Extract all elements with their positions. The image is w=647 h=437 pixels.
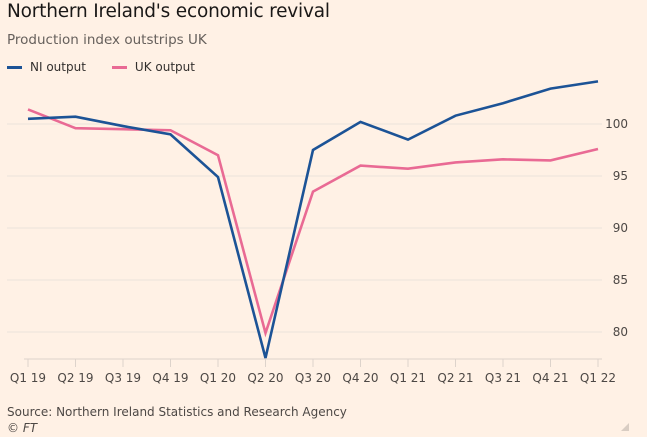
legend-swatch-ni (7, 65, 22, 69)
legend-item-ni: NI output (7, 60, 86, 74)
y-axis: 80 85 90 95 100 (605, 117, 628, 339)
y-tick-label-100: 100 (605, 117, 628, 131)
series-line-uk-output (27, 108, 599, 338)
x-tick-label: Q1 20 (200, 371, 236, 385)
x-tick-label: Q2 19 (57, 371, 93, 385)
gridlines (7, 123, 602, 333)
legend-item-uk: UK output (111, 60, 195, 74)
x-tick-label: Q3 21 (485, 371, 521, 385)
x-axis: Q1 19 Q2 19 Q3 19 Q4 19 Q1 20 Q2 20 Q3 20 Q4 20… (10, 358, 616, 385)
resize-grip-icon[interactable] (621, 423, 629, 431)
y-tick-label-85: 85 (613, 273, 628, 287)
x-tick-label: Q4 19 (152, 371, 188, 385)
chart-title: Northern Ireland's economic revival (7, 1, 330, 22)
series-line-ni-output (27, 80, 599, 359)
legend: NI output UK output (7, 60, 195, 74)
legend-label-ni: NI output (30, 60, 86, 74)
x-tick-label: Q3 19 (105, 371, 141, 385)
x-tick-label: Q2 20 (247, 371, 283, 385)
x-tick-label: Q4 20 (342, 371, 378, 385)
copyright-note: © FT (7, 421, 38, 435)
y-tick-label-95: 95 (613, 169, 628, 183)
x-tick-label: Q1 19 (10, 371, 46, 385)
x-tick-label: Q1 21 (390, 371, 426, 385)
series-lines (27, 80, 599, 359)
legend-label-uk: UK output (134, 60, 195, 74)
y-tick-label-80: 80 (613, 325, 628, 339)
source-note: Source: Northern Ireland Statistics and … (7, 405, 347, 419)
x-tick-label: Q1 22 (580, 371, 616, 385)
legend-swatch-uk (111, 65, 127, 69)
y-tick-label-90: 90 (613, 221, 628, 235)
x-tick-label: Q3 20 (295, 371, 331, 385)
x-tick-label: Q4 21 (532, 371, 568, 385)
x-tick-label: Q2 21 (437, 371, 473, 385)
chart-subtitle: Production index outstrips UK (7, 32, 207, 48)
